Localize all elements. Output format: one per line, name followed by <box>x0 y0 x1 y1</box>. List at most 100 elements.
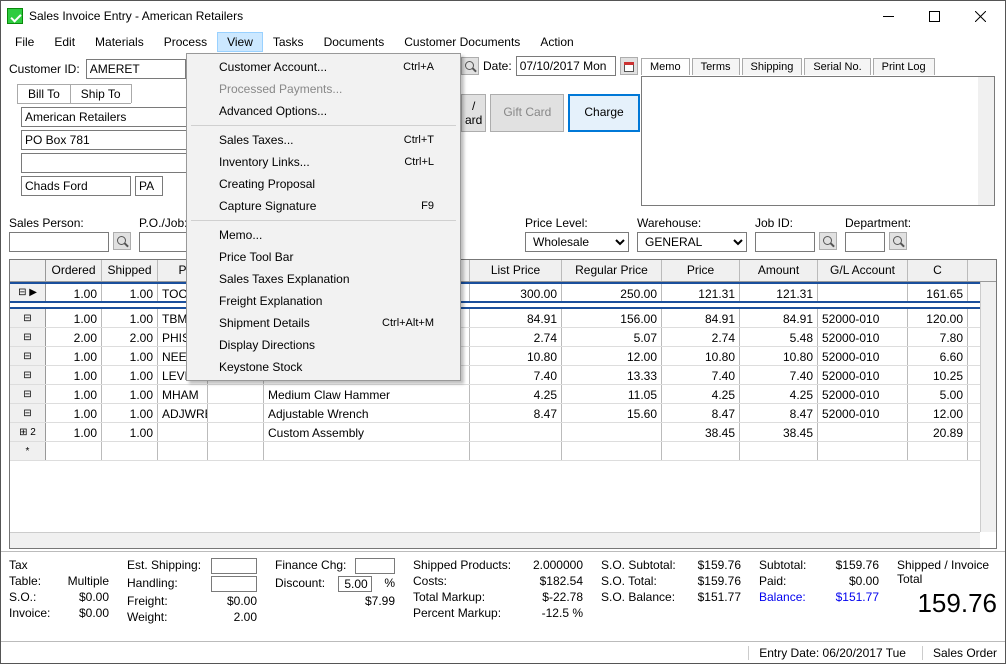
minimize-button[interactable] <box>865 2 911 30</box>
grid-scrollbar-vertical[interactable] <box>980 282 996 532</box>
tab-memo[interactable]: Memo <box>641 58 690 75</box>
calendar-icon[interactable] <box>620 57 638 75</box>
gift-card-button[interactable]: Gift Card <box>490 94 564 132</box>
menu-item-processed-payments-: Processed Payments... <box>189 78 458 100</box>
menu-view[interactable]: View <box>217 32 263 52</box>
table-row[interactable]: ⊟1.001.00NEENeedle Nose Pliers10.8012.00… <box>10 347 996 366</box>
lookup-icon[interactable] <box>113 232 131 250</box>
table-row[interactable]: ⊟2.002.00PHISwdriver2.745.072.745.485200… <box>10 328 996 347</box>
menu-customer-documents[interactable]: Customer Documents <box>394 32 530 52</box>
handling-input[interactable] <box>211 576 257 592</box>
menu-edit[interactable]: Edit <box>44 32 85 52</box>
warehouse-label: Warehouse: <box>637 216 747 230</box>
price-level-select[interactable]: Wholesale <box>525 232 629 252</box>
tab-print-log[interactable]: Print Log <box>873 58 935 75</box>
price-level-label: Price Level: <box>525 216 629 230</box>
column-header[interactable]: Ordered <box>46 260 102 281</box>
department-input[interactable] <box>845 232 885 252</box>
entry-date-status: Entry Date: 06/20/2017 Tue <box>748 646 906 660</box>
menu-tasks[interactable]: Tasks <box>263 32 314 52</box>
line-items-grid[interactable]: OrderedShippedPcriptionList PriceRegular… <box>9 259 997 549</box>
grid-header: OrderedShippedPcriptionList PriceRegular… <box>10 260 996 282</box>
tab-shipping[interactable]: Shipping <box>742 58 803 75</box>
customer-name-input[interactable] <box>21 107 191 127</box>
title-bar: Sales Invoice Entry - American Retailers <box>1 1 1005 31</box>
date-label: Date: <box>483 59 512 73</box>
discount-input[interactable] <box>338 576 372 592</box>
column-header[interactable] <box>10 260 46 281</box>
memo-tabs: MemoTermsShippingSerial No.Print Log <box>641 58 935 75</box>
column-header[interactable]: List Price <box>470 260 562 281</box>
menu-item-keystone-stock[interactable]: Keystone Stock <box>189 356 458 378</box>
table-row[interactable]: ⊟1.001.00TBMx84.91156.0084.9184.9152000-… <box>10 309 996 328</box>
department-label: Department: <box>845 216 911 230</box>
menu-item-price-tool-bar[interactable]: Price Tool Bar <box>189 246 458 268</box>
memo-scrollbar[interactable] <box>978 77 994 205</box>
column-header[interactable]: G/L Account <box>818 260 908 281</box>
table-row[interactable]: ⊞ 21.001.00Custom Assembly38.4538.4520.8… <box>10 423 996 442</box>
menu-item-memo-[interactable]: Memo... <box>189 224 458 246</box>
memo-textarea[interactable] <box>641 76 995 206</box>
menu-documents[interactable]: Documents <box>314 32 395 52</box>
jobid-input[interactable] <box>755 232 815 252</box>
totals-footer: Tax Table:Multiple S.O.:$0.00 Invoice:$0… <box>1 551 1005 641</box>
grid-scrollbar-horizontal[interactable] <box>10 532 980 548</box>
address-line2-input[interactable] <box>21 153 191 173</box>
menu-item-display-directions[interactable]: Display Directions <box>189 334 458 356</box>
column-header[interactable]: Price <box>662 260 740 281</box>
lookup-icon[interactable] <box>819 232 837 250</box>
charge-button[interactable]: Charge <box>568 94 639 132</box>
menu-item-freight-explanation[interactable]: Freight Explanation <box>189 290 458 312</box>
mode-status: Sales Order <box>922 646 997 660</box>
balance-link[interactable]: Balance: <box>759 590 806 604</box>
state-input[interactable] <box>135 176 163 196</box>
table-row[interactable]: ⊟1.001.00ADJWREAdjustable Wrench8.4715.6… <box>10 404 996 423</box>
menu-materials[interactable]: Materials <box>85 32 154 52</box>
column-header[interactable]: Amount <box>740 260 818 281</box>
menu-item-sales-taxes-[interactable]: Sales Taxes...Ctrl+T <box>189 129 458 151</box>
card-button-partial[interactable]: / ard <box>461 94 486 132</box>
menu-item-advanced-options-[interactable]: Advanced Options... <box>189 100 458 122</box>
search-icon[interactable] <box>461 57 479 75</box>
menu-item-sales-taxes-explanation[interactable]: Sales Taxes Explanation <box>189 268 458 290</box>
app-icon <box>7 8 23 24</box>
filter-row: Sales Person: P.O./Job: Price Level: Who… <box>9 216 997 252</box>
est-shipping-input[interactable] <box>211 558 257 574</box>
table-row[interactable]: * <box>10 442 996 461</box>
city-input[interactable] <box>21 176 131 196</box>
menu-bar: FileEditMaterialsProcessViewTasksDocumen… <box>1 31 1005 53</box>
table-row[interactable]: ⊟ ▶1.001.00TOOx & complete set300.00250.… <box>10 282 996 303</box>
menu-item-capture-signature[interactable]: Capture SignatureF9 <box>189 195 458 217</box>
close-button[interactable] <box>957 2 1003 30</box>
address-line1-input[interactable] <box>21 130 191 150</box>
date-input[interactable] <box>516 56 616 76</box>
sales-person-label: Sales Person: <box>9 216 131 230</box>
menu-item-shipment-details[interactable]: Shipment DetailsCtrl+Alt+M <box>189 312 458 334</box>
tab-terms[interactable]: Terms <box>692 58 740 75</box>
tab-ship-to[interactable]: Ship To <box>70 84 132 103</box>
menu-process[interactable]: Process <box>154 32 217 52</box>
finance-chg-input[interactable] <box>355 558 395 574</box>
tab-bill-to[interactable]: Bill To <box>17 84 71 103</box>
column-header[interactable]: Shipped <box>102 260 158 281</box>
table-row[interactable]: ⊟1.001.00MHAMMedium Claw Hammer4.2511.05… <box>10 385 996 404</box>
jobid-label: Job ID: <box>755 216 837 230</box>
tab-serial-no-[interactable]: Serial No. <box>804 58 870 75</box>
lookup-icon[interactable] <box>889 232 907 250</box>
column-header[interactable]: C <box>908 260 968 281</box>
column-header[interactable]: Regular Price <box>562 260 662 281</box>
sales-person-input[interactable] <box>9 232 109 252</box>
payment-buttons: / ard Gift Card Charge <box>461 94 640 132</box>
menu-file[interactable]: File <box>5 32 44 52</box>
menu-item-customer-account-[interactable]: Customer Account...Ctrl+A <box>189 56 458 78</box>
window-title: Sales Invoice Entry - American Retailers <box>29 9 865 23</box>
customer-id-label: Customer ID: <box>9 62 80 76</box>
menu-item-creating-proposal[interactable]: Creating Proposal <box>189 173 458 195</box>
maximize-button[interactable] <box>911 2 957 30</box>
table-row[interactable]: ⊟1.001.00LEVEL32.002.00 3' Level7.4013.3… <box>10 366 996 385</box>
menu-item-inventory-links-[interactable]: Inventory Links...Ctrl+L <box>189 151 458 173</box>
menu-action[interactable]: Action <box>530 32 583 52</box>
warehouse-select[interactable]: GENERAL <box>637 232 747 252</box>
customer-id-input[interactable] <box>86 59 186 79</box>
view-menu-dropdown: Customer Account...Ctrl+AProcessed Payme… <box>186 53 461 381</box>
